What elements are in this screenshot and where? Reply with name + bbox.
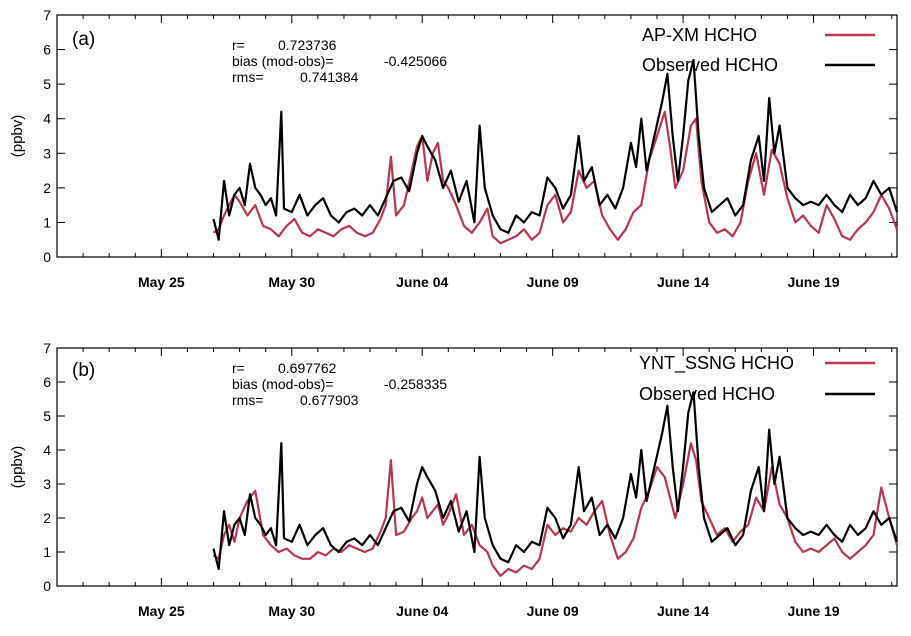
y-tick-label: 7 (43, 7, 51, 23)
stat-value: -0.258335 (384, 376, 447, 392)
y-tick-label: 5 (43, 408, 51, 424)
x-tick-label: May 25 (138, 603, 185, 619)
x-tick-label: June 04 (396, 603, 448, 619)
plot-frame (56, 14, 898, 258)
stat-value: 0.697762 (278, 360, 337, 376)
y-tick-label: 3 (43, 476, 51, 492)
x-tick-label: May 25 (138, 274, 185, 290)
y-tick-label: 6 (43, 374, 51, 390)
y-tick-label: 2 (43, 180, 51, 196)
y-tick-label: 7 (43, 340, 51, 356)
y-tick-label: 5 (43, 76, 51, 92)
y-tick-label: 0 (43, 578, 51, 594)
stat-name: r= (232, 360, 245, 376)
x-tick-label: May 30 (268, 274, 315, 290)
plot-frame (56, 347, 898, 587)
y-tick-label: 2 (43, 510, 51, 526)
stat-name: r= (232, 37, 245, 53)
stat-value: 0.723736 (278, 37, 337, 53)
y-tick-label: 1 (43, 214, 51, 230)
y-axis-title: (ppbv) (9, 115, 26, 158)
legend-label: YNT_SSNG HCHO (639, 353, 794, 374)
y-tick-label: 0 (43, 249, 51, 265)
stat-name: rms= (232, 392, 264, 408)
series-line-ynt-ssng-hcho (212, 442, 899, 577)
chart-b-svg: 0 1 2 3 4 5 6 7 May 25 May 30 June 04 June 09 June 1… (9, 340, 899, 619)
stat-value: 0.741384 (300, 69, 359, 85)
y-tick-label: 4 (43, 111, 51, 127)
x-tick-label: June 14 (657, 274, 709, 290)
series-line-observed-hcho (212, 391, 899, 571)
x-tick-label: June 04 (396, 274, 448, 290)
y-tick-label: 3 (43, 145, 51, 161)
y-axis-title: (ppbv) (9, 446, 26, 489)
panel-label: (b) (72, 360, 95, 381)
stat-value: -0.425066 (384, 53, 447, 69)
legend-label: AP-XM HCHO (642, 25, 757, 45)
y-tick-label: 4 (43, 442, 51, 458)
stat-value: 0.677903 (300, 392, 359, 408)
stat-name: bias (mod-obs)= (232, 53, 334, 69)
chart-panel-a: 0 1 2 3 4 5 6 7 May 25 May 30 June 04 June 09 June 1… (0, 0, 911, 315)
x-tick-label: June 19 (787, 274, 839, 290)
series-line-ap-xm-hcho (212, 110, 899, 245)
x-tick-label: June 19 (787, 603, 839, 619)
legend-label: Observed HCHO (639, 384, 775, 404)
stat-name: bias (mod-obs)= (232, 376, 334, 392)
chart-a-svg: 0 1 2 3 4 5 6 7 May 25 May 30 June 04 June 09 June 1… (9, 7, 899, 290)
chart-panel-b: 0 1 2 3 4 5 6 7 May 25 May 30 June 04 June 09 June 1… (0, 328, 911, 631)
x-tick-label: May 30 (268, 603, 315, 619)
y-tick-label: 1 (43, 544, 51, 560)
panel-label: (a) (72, 29, 95, 50)
x-tick-label: June 14 (657, 603, 709, 619)
y-tick-label: 6 (43, 42, 51, 58)
x-tick-label: June 09 (527, 603, 579, 619)
legend-label: Observed HCHO (642, 55, 778, 75)
series-line-observed-hcho (212, 58, 899, 241)
stat-name: rms= (232, 69, 264, 85)
x-tick-label: June 09 (527, 274, 579, 290)
